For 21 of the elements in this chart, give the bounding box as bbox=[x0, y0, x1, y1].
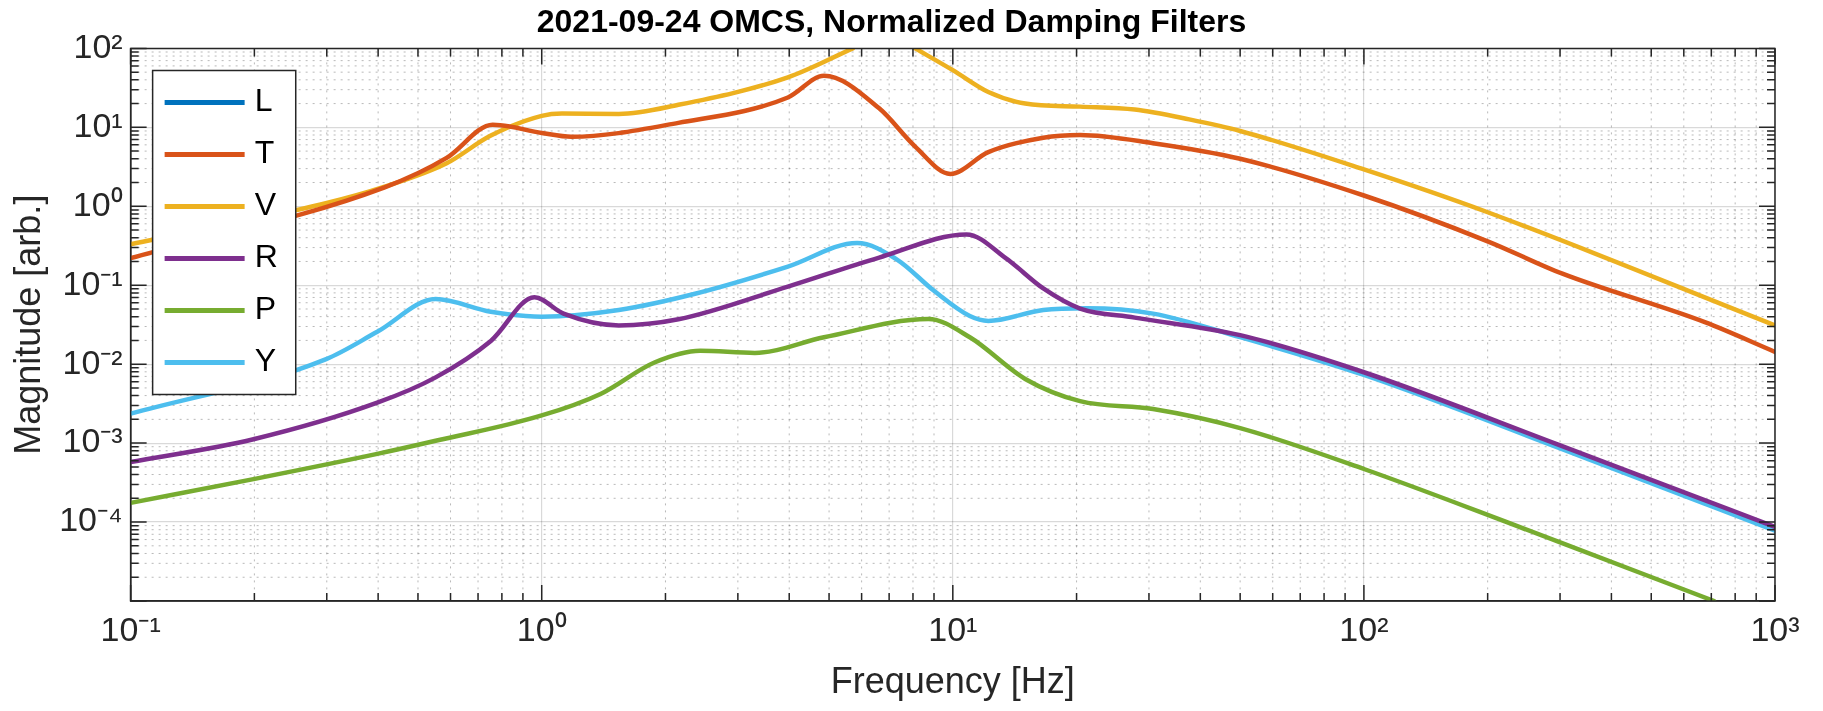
legend-label: P bbox=[254, 290, 276, 327]
y-tick-label: 10⁻² bbox=[62, 342, 123, 381]
x-tick-label: 10¹ bbox=[928, 609, 978, 648]
y-tick-label: 10⁻³ bbox=[62, 421, 123, 460]
y-tick-label: 10⁰ bbox=[72, 184, 123, 223]
x-tick-label: 10⁰ bbox=[516, 609, 567, 648]
legend-label: V bbox=[254, 186, 277, 223]
y-tick-label: 10⁻⁴ bbox=[59, 500, 123, 539]
x-tick-label: 10² bbox=[1339, 609, 1389, 648]
legend-label: T bbox=[254, 134, 275, 171]
x-tick-label: 10⁻¹ bbox=[100, 609, 161, 648]
legend-label: Y bbox=[254, 342, 276, 379]
legend-label: R bbox=[254, 238, 278, 275]
x-axis-title: Frequency [Hz] bbox=[830, 660, 1075, 702]
y-tick-label: 10⁻¹ bbox=[62, 263, 123, 302]
y-tick-label: 10¹ bbox=[73, 105, 123, 144]
y-axis-title: Magnitude [arb.] bbox=[6, 194, 48, 455]
chart-title: 2021-09-24 OMCS, Normalized Damping Filters bbox=[536, 3, 1247, 40]
x-tick-label: 10³ bbox=[1750, 609, 1800, 648]
legend-label: L bbox=[254, 82, 273, 119]
y-tick-label: 10² bbox=[73, 26, 123, 65]
